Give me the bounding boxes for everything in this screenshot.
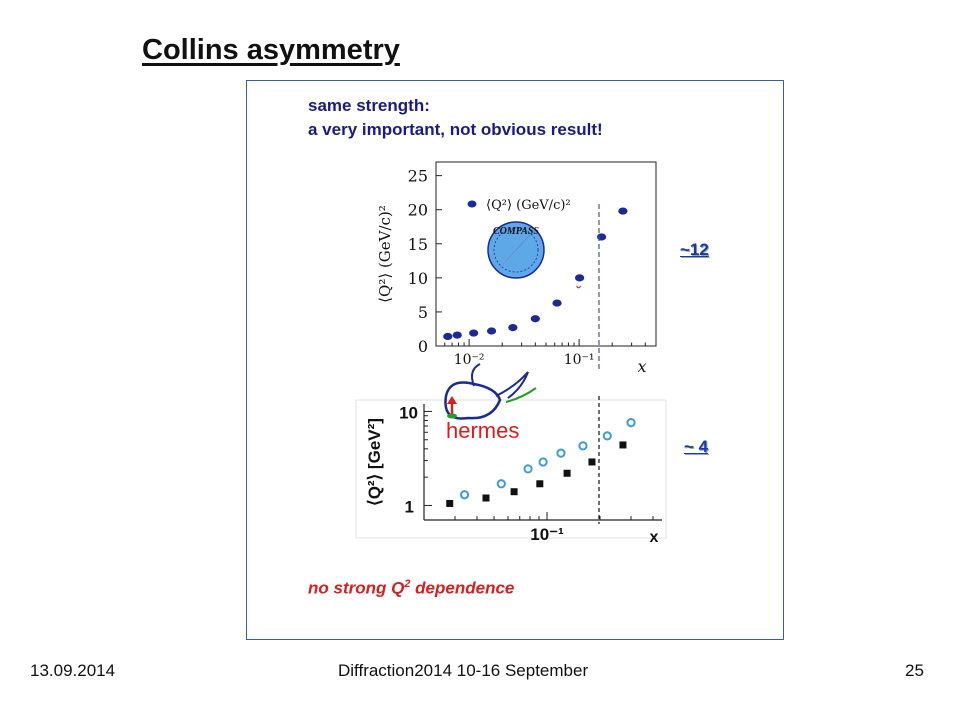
compass-y-tick-label: 10 — [408, 269, 428, 288]
hermes-filled-square-point — [482, 494, 490, 502]
hermes-logo-head — [471, 363, 481, 387]
compass-data-point — [596, 233, 607, 241]
hermes-open-circle-point — [626, 418, 636, 428]
compass-logo-ring — [493, 227, 539, 273]
compass-data-point — [452, 331, 462, 339]
hermes-open-circle-point — [523, 464, 533, 474]
compass-plot-frame — [435, 161, 657, 347]
hermes-logo-wing-green — [505, 387, 537, 403]
hermes-open-circle-point — [459, 490, 470, 500]
hermes-filled-square-point — [619, 441, 627, 449]
compass-data-point — [574, 274, 585, 282]
hermes-y-tick-label: 1 — [405, 497, 414, 516]
compass-data-point — [530, 315, 540, 323]
compass-data-point — [618, 207, 628, 215]
compass-data-point — [443, 332, 453, 341]
compass-logo-text: COMPASS — [493, 226, 539, 237]
hermes-open-circle-point — [556, 448, 566, 458]
compass-y-tick-label: 20 — [408, 201, 428, 220]
hermes-logo-wing — [495, 371, 529, 399]
compass-error-mark — [576, 285, 582, 289]
hermes-filled-square-point — [510, 488, 518, 496]
compass-logo-needle-south — [494, 248, 518, 274]
compass-legend-marker — [467, 200, 477, 208]
note-line-2: a very important, not obvious result! — [308, 120, 603, 139]
slide-title: Collins asymmetry — [142, 34, 400, 66]
q2-note-post: dependence — [410, 578, 515, 598]
compass-data-point — [486, 327, 497, 335]
compass-data-point — [508, 324, 518, 332]
hermes-open-circle-point — [538, 457, 548, 467]
compass-logo-needle-north — [514, 226, 538, 252]
compass-x-tick-label: 10⁻¹ — [564, 352, 595, 368]
compass-data-point — [552, 299, 562, 307]
note-line-1: same strength: — [308, 96, 430, 115]
hermes-logo-base — [447, 413, 457, 419]
compass-y-tick-label: 25 — [408, 167, 428, 186]
hermes-open-circle-point — [602, 431, 612, 441]
compass-y-tick-label: 15 — [408, 235, 428, 254]
footer-conference: Diffraction2014 10-16 September — [338, 661, 589, 680]
hermes-logo-text: hermes — [446, 418, 519, 443]
hermes-filled-square-point — [536, 480, 544, 488]
footer-page-number: 25 — [905, 661, 924, 680]
hermes-chart: 1 10 10⁻¹ x ⟨Q²⟩ [GeV²] hermes — [355, 363, 667, 546]
compass-y-tick-label: 0 — [418, 337, 428, 356]
hermes-filled-square-point — [563, 469, 571, 477]
q2-note-sup: 2 — [404, 578, 411, 590]
compass-x-tick-label: 10⁻² — [454, 352, 485, 368]
compass-chart: 0 5 10 15 20 25 10⁻² 10⁻¹ x ⟨Q²⟩ (GeV/c)² ⟨Q²⟩ (Ge… — [376, 161, 657, 376]
hermes-y-axis-label: ⟨Q²⟩ [GeV²] — [365, 418, 384, 506]
hermes-filled-square-point — [588, 458, 596, 466]
hermes-y-tick-label: 10 — [399, 403, 418, 422]
hermes-open-circle-point — [496, 479, 506, 489]
footer-date: 13.09.2014 — [30, 661, 116, 680]
compass-legend-label: ⟨Q²⟩ (GeV/c)² — [486, 198, 571, 213]
hermes-open-circle-point — [578, 441, 588, 451]
callout-hermes-value: ~ 4 — [684, 437, 709, 456]
hermes-logo-spin-arrowhead — [447, 396, 457, 404]
callout-compass-value: ~12 — [680, 240, 709, 259]
hermes-x-tick-label: 10⁻¹ — [530, 525, 564, 544]
compass-data-point — [469, 329, 479, 337]
figure-frame — [246, 80, 784, 640]
compass-y-axis-label: ⟨Q²⟩ (GeV/c)² — [376, 205, 394, 303]
q2-note-pre: no strong Q — [308, 578, 405, 598]
hermes-x-axis-label: x — [650, 529, 659, 546]
compass-x-axis-label: x — [637, 357, 646, 376]
hermes-filled-square-point — [446, 499, 454, 507]
compass-y-tick-label: 5 — [418, 303, 428, 322]
q2-dependence-note: no strong Q2 dependence — [308, 578, 514, 599]
